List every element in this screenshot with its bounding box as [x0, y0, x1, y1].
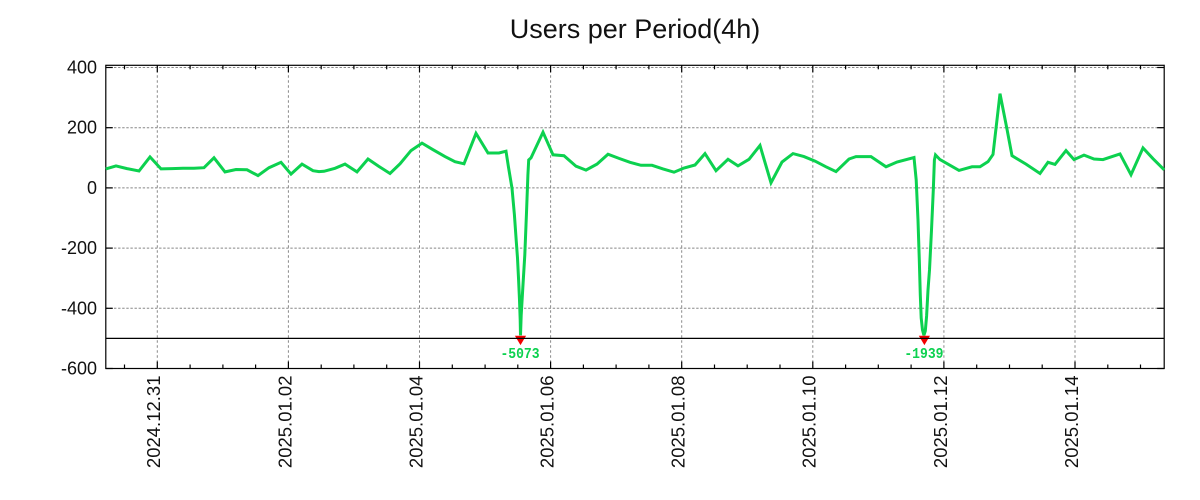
svg-text:200: 200 [67, 118, 97, 138]
svg-text:-400: -400 [61, 298, 97, 318]
svg-text:Users per Period(4h): Users per Period(4h) [510, 14, 761, 44]
svg-text:400: 400 [67, 58, 97, 78]
svg-text:2025.01.06: 2025.01.06 [537, 376, 558, 469]
svg-text:2025.01.02: 2025.01.02 [274, 376, 295, 469]
svg-text:2025.01.14: 2025.01.14 [1061, 376, 1082, 469]
svg-text:0: 0 [87, 178, 97, 198]
svg-text:2024.12.31: 2024.12.31 [143, 376, 164, 469]
svg-text:-5073: -5073 [500, 347, 539, 363]
svg-text:2025.01.10: 2025.01.10 [799, 376, 820, 469]
svg-text:-600: -600 [61, 359, 97, 379]
svg-text:2025.01.12: 2025.01.12 [930, 376, 951, 469]
svg-text:2025.01.08: 2025.01.08 [668, 376, 689, 469]
svg-text:2025.01.04: 2025.01.04 [405, 376, 426, 469]
svg-text:-1939: -1939 [904, 347, 943, 363]
svg-text:-200: -200 [61, 238, 97, 258]
